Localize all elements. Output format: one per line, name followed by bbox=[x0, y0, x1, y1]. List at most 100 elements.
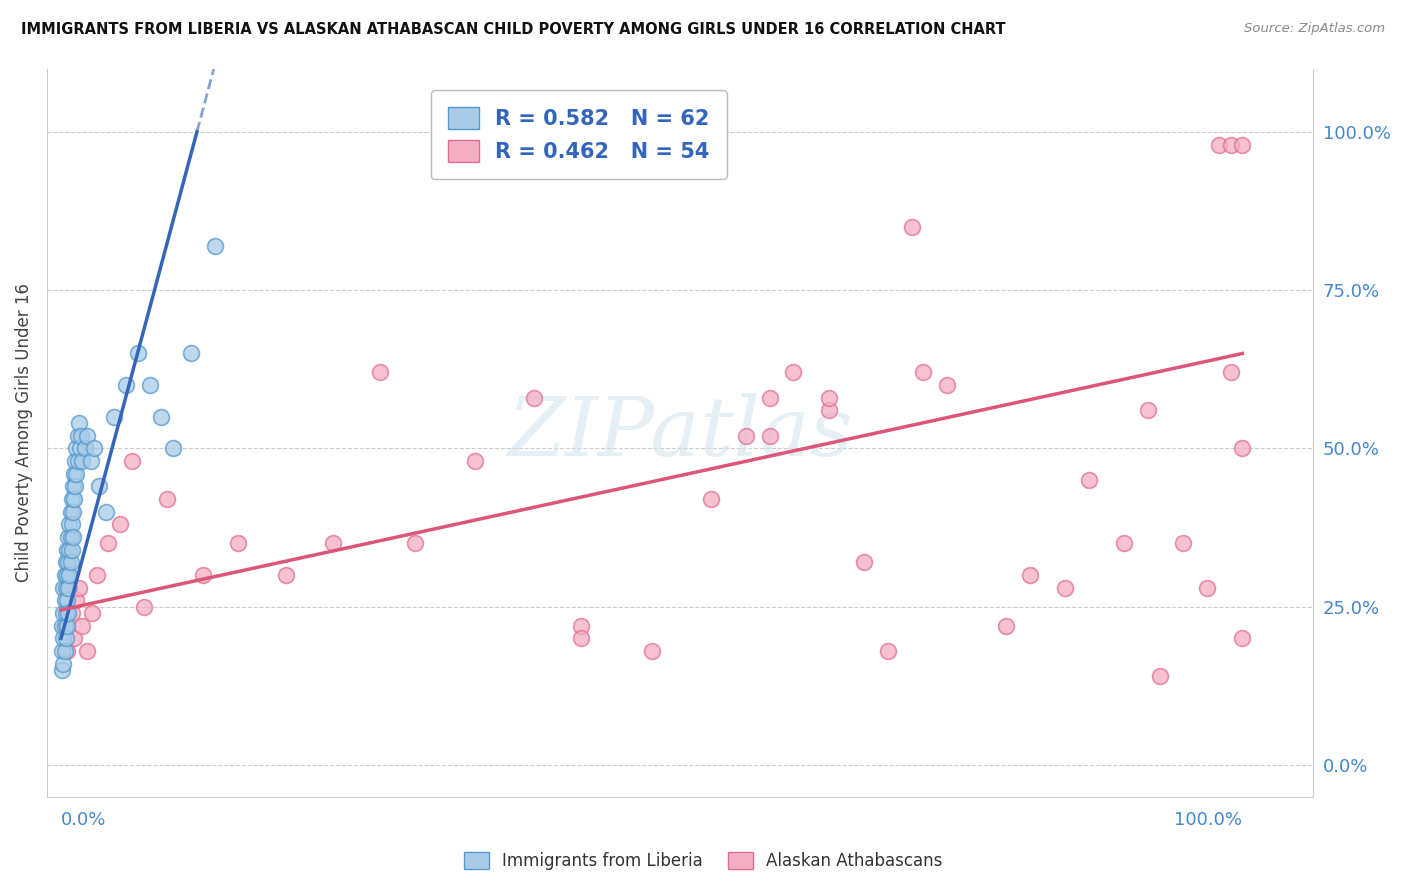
Point bbox=[150, 409, 173, 424]
Point bbox=[108, 517, 131, 532]
Point bbox=[1219, 137, 1241, 152]
Point bbox=[1136, 403, 1159, 417]
Text: ZIPatlas: ZIPatlas bbox=[508, 392, 853, 473]
Point bbox=[138, 378, 160, 392]
Point bbox=[523, 391, 546, 405]
Point bbox=[569, 619, 592, 633]
Y-axis label: Child Poverty Among Girls Under 16: Child Poverty Among Girls Under 16 bbox=[15, 283, 32, 582]
Point bbox=[86, 568, 108, 582]
Text: 0.0%: 0.0% bbox=[60, 811, 107, 829]
Point bbox=[56, 644, 79, 658]
Point bbox=[121, 454, 143, 468]
Point bbox=[53, 619, 76, 633]
Point bbox=[1173, 536, 1195, 550]
Point bbox=[67, 416, 90, 430]
Point bbox=[67, 581, 90, 595]
Point bbox=[1208, 137, 1230, 152]
Point bbox=[853, 556, 876, 570]
Point bbox=[70, 429, 93, 443]
Point bbox=[127, 346, 149, 360]
Point bbox=[65, 593, 87, 607]
Point bbox=[56, 542, 79, 557]
Point bbox=[818, 403, 841, 417]
Point bbox=[51, 644, 73, 658]
Point bbox=[94, 505, 117, 519]
Point bbox=[56, 568, 79, 582]
Point bbox=[1232, 442, 1254, 456]
Point bbox=[132, 599, 155, 614]
Point bbox=[569, 632, 592, 646]
Point bbox=[58, 517, 80, 532]
Point bbox=[103, 409, 125, 424]
Point bbox=[204, 239, 226, 253]
Point bbox=[60, 492, 83, 507]
Point bbox=[464, 454, 486, 468]
Point bbox=[936, 378, 959, 392]
Point bbox=[76, 644, 98, 658]
Point bbox=[55, 606, 77, 620]
Point bbox=[60, 542, 83, 557]
Point bbox=[65, 454, 87, 468]
Point bbox=[700, 492, 723, 507]
Point bbox=[59, 505, 82, 519]
Text: Source: ZipAtlas.com: Source: ZipAtlas.com bbox=[1244, 22, 1385, 36]
Point bbox=[65, 479, 87, 493]
Point bbox=[52, 606, 75, 620]
Point bbox=[191, 568, 214, 582]
Point bbox=[1232, 137, 1254, 152]
Point bbox=[1054, 581, 1077, 595]
Point bbox=[641, 644, 664, 658]
Point bbox=[115, 378, 138, 392]
Point bbox=[162, 442, 184, 456]
Point bbox=[63, 632, 86, 646]
Text: IMMIGRANTS FROM LIBERIA VS ALASKAN ATHABASCAN CHILD POVERTY AMONG GIRLS UNDER 16: IMMIGRANTS FROM LIBERIA VS ALASKAN ATHAB… bbox=[21, 22, 1005, 37]
Point bbox=[58, 542, 80, 557]
Point bbox=[79, 454, 101, 468]
Point bbox=[226, 536, 249, 550]
Point bbox=[66, 454, 89, 468]
Point bbox=[87, 479, 110, 493]
Point bbox=[56, 581, 79, 595]
Legend: R = 0.582   N = 62, R = 0.462   N = 54: R = 0.582 N = 62, R = 0.462 N = 54 bbox=[430, 90, 727, 179]
Point bbox=[80, 606, 103, 620]
Point bbox=[156, 492, 179, 507]
Point bbox=[53, 644, 76, 658]
Text: 100.0%: 100.0% bbox=[1174, 811, 1243, 829]
Point bbox=[274, 568, 297, 582]
Point bbox=[52, 581, 75, 595]
Point bbox=[180, 346, 202, 360]
Point bbox=[641, 137, 664, 152]
Point bbox=[735, 429, 758, 443]
Point bbox=[65, 442, 87, 456]
Point bbox=[97, 536, 120, 550]
Point bbox=[877, 644, 900, 658]
Point bbox=[60, 517, 83, 532]
Point bbox=[53, 619, 76, 633]
Point bbox=[759, 391, 782, 405]
Point bbox=[59, 530, 82, 544]
Point bbox=[56, 619, 79, 633]
Point bbox=[818, 391, 841, 405]
Legend: Immigrants from Liberia, Alaskan Athabascans: Immigrants from Liberia, Alaskan Athabas… bbox=[457, 845, 949, 877]
Point bbox=[900, 219, 922, 234]
Point bbox=[55, 581, 77, 595]
Point bbox=[55, 556, 77, 570]
Point bbox=[63, 492, 86, 507]
Point bbox=[1114, 536, 1136, 550]
Point bbox=[56, 556, 79, 570]
Point bbox=[58, 568, 80, 582]
Point bbox=[65, 467, 87, 481]
Point bbox=[368, 366, 391, 380]
Point bbox=[782, 366, 804, 380]
Point bbox=[63, 467, 86, 481]
Point bbox=[56, 530, 79, 544]
Point bbox=[62, 479, 84, 493]
Point bbox=[1018, 568, 1040, 582]
Point bbox=[72, 454, 94, 468]
Point bbox=[1195, 581, 1218, 595]
Point bbox=[1232, 632, 1254, 646]
Point bbox=[53, 568, 76, 582]
Point bbox=[73, 442, 96, 456]
Point bbox=[69, 442, 91, 456]
Point bbox=[83, 442, 105, 456]
